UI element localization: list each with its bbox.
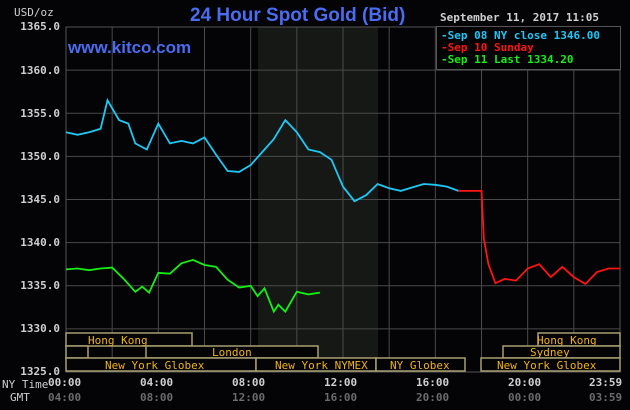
x-tick-gmt: 00:00 bbox=[508, 391, 542, 404]
session-label: Sydney bbox=[530, 346, 570, 359]
x-tick-ny: 20:00 bbox=[508, 376, 542, 389]
legend-item-sep10: -Sep 10 Sunday bbox=[441, 41, 534, 54]
chart-title: 24 Hour Spot Gold (Bid) bbox=[190, 5, 406, 26]
x-tick-ny: 23:59 bbox=[589, 376, 623, 389]
session-box bbox=[375, 357, 466, 372]
timestamp: September 11, 2017 11:05 bbox=[440, 11, 599, 24]
session-label: New York Globex bbox=[105, 359, 205, 372]
x-tick-ny: 04:00 bbox=[140, 376, 174, 389]
session-box bbox=[65, 332, 193, 347]
y-axis-unit: USD/oz bbox=[14, 6, 54, 19]
price-line bbox=[458, 189, 620, 286]
y-tick: 1325.0 bbox=[20, 365, 60, 378]
x-tick-gmt: 04:00 bbox=[48, 391, 82, 404]
session-label: New York NYMEX bbox=[275, 359, 368, 372]
x-tick-gmt: 03:59 bbox=[589, 391, 623, 404]
y-tick: 1340.0 bbox=[20, 236, 60, 249]
y-tick: 1355.0 bbox=[20, 107, 60, 120]
session-box bbox=[480, 357, 621, 372]
x-tick-ny: 16:00 bbox=[416, 376, 450, 389]
session-label: NY Globex bbox=[390, 359, 450, 372]
x-tick-gmt: 16:00 bbox=[324, 391, 358, 404]
y-tick: 1330.0 bbox=[20, 322, 60, 335]
x-tick-ny: 08:00 bbox=[232, 376, 266, 389]
y-tick: 1350.0 bbox=[20, 150, 60, 163]
session-label: Hong Kong bbox=[537, 334, 597, 347]
legend: -Sep 08 NY close 1346.00 -Sep 10 Sunday … bbox=[436, 26, 621, 70]
x-tick-ny: 00:00 bbox=[48, 376, 82, 389]
ny-time-label: NY Time bbox=[2, 378, 49, 391]
site-watermark: www.kitco.com bbox=[68, 38, 192, 57]
price-line bbox=[65, 258, 321, 314]
session-label: Hong Kong bbox=[88, 334, 148, 347]
x-tick-gmt: 20:00 bbox=[416, 391, 450, 404]
x-tick-gmt: 08:00 bbox=[140, 391, 174, 404]
legend-item-sep11: -Sep 11 Last 1334.20 bbox=[441, 53, 574, 66]
legend-item-sep08: -Sep 08 NY close 1346.00 bbox=[441, 29, 600, 42]
y-tick: 1360.0 bbox=[20, 64, 60, 77]
x-tick-ny: 12:00 bbox=[324, 376, 358, 389]
x-tick-gmt: 12:00 bbox=[232, 391, 266, 404]
y-tick: 1365.0 bbox=[20, 20, 60, 33]
session-label: New York Globex bbox=[497, 359, 597, 372]
y-tick: 1335.0 bbox=[20, 279, 60, 292]
price-line bbox=[65, 97, 459, 203]
y-tick: 1345.0 bbox=[20, 193, 60, 206]
session-label: London bbox=[212, 346, 252, 359]
gmt-label: GMT bbox=[10, 391, 30, 404]
session-box bbox=[65, 345, 89, 359]
